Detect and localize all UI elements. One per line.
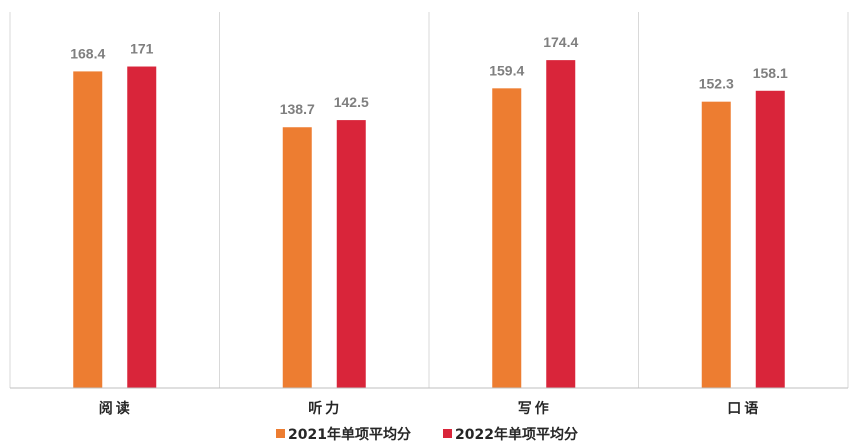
bar-s1-2: [282, 127, 312, 388]
legend-item-1: 2021年单项平均分: [276, 426, 411, 443]
value-label-s2-2: 142.5: [334, 94, 369, 110]
bar-s2-1: [127, 66, 157, 389]
bar-s2-2: [336, 120, 366, 388]
bar-s2-3: [546, 60, 576, 389]
value-labels-group: 168.4 171 138.7 142.5 159.4 174.4 152.3 158.1: [70, 34, 788, 117]
bar-s2-4: [755, 90, 785, 388]
legend-item-2: 2022年单项平均分: [443, 426, 578, 443]
legend: 2021年单项平均分 2022年单项平均分: [276, 426, 578, 443]
category-label-4: 口语: [727, 401, 761, 417]
legend-swatch-1: [276, 429, 285, 438]
legend-label-1: 2021年单项平均分: [288, 426, 411, 443]
value-label-s2-3: 174.4: [543, 34, 578, 50]
bars-group: [73, 60, 785, 389]
value-label-s1-4: 152.3: [699, 76, 734, 92]
value-label-s2-4: 158.1: [753, 65, 788, 81]
category-label-1: 阅读: [99, 400, 133, 417]
category-separators: [9, 12, 849, 388]
category-label-2: 听力: [308, 400, 342, 417]
legend-label-2: 2022年单项平均分: [455, 426, 578, 443]
bar-s1-4: [701, 101, 731, 389]
value-label-s1-2: 138.7: [280, 101, 315, 117]
bar-s1-1: [73, 71, 103, 389]
value-label-s1-1: 168.4: [70, 45, 105, 61]
bar-s1-3: [492, 88, 522, 388]
value-label-s1-3: 159.4: [489, 62, 524, 78]
category-labels-group: 阅读 听力 写作 口语: [99, 400, 761, 417]
value-label-s2-1: 171: [130, 41, 154, 57]
category-label-3: 写作: [518, 400, 552, 417]
legend-swatch-2: [443, 429, 452, 438]
